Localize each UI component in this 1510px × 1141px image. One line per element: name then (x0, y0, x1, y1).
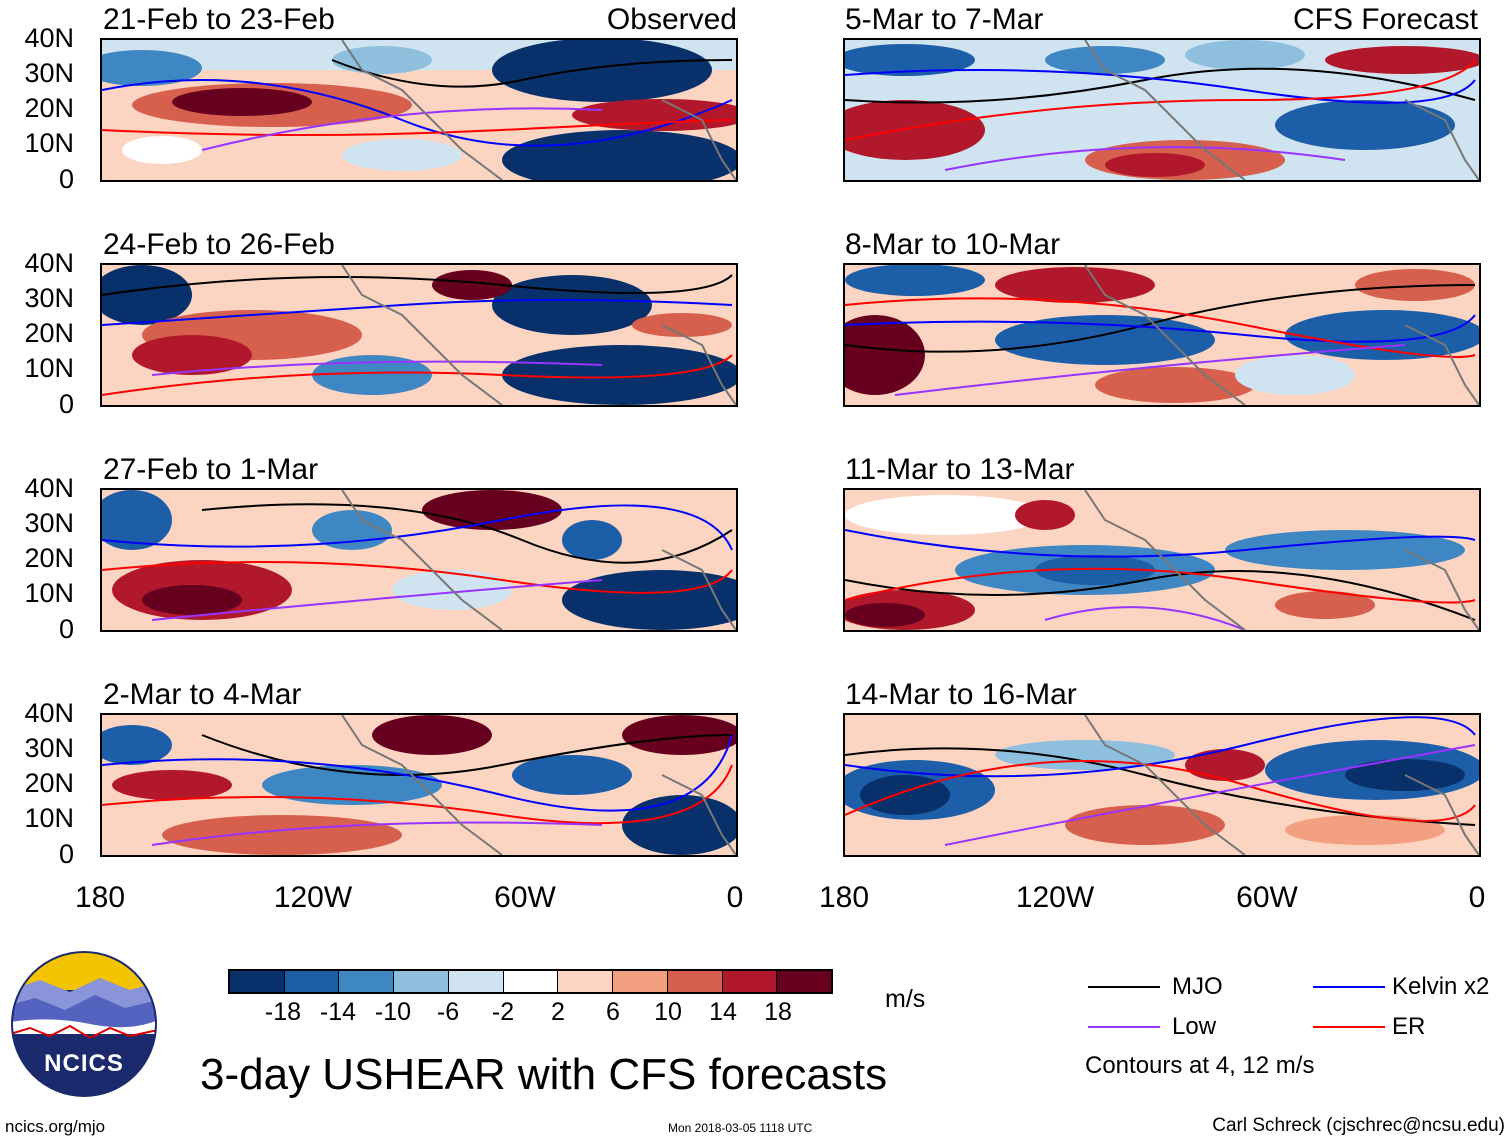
y-tick-label: 40N (24, 473, 74, 503)
shear-map (100, 38, 738, 182)
colorbar-swatch (394, 971, 449, 992)
legend-label: Low (1172, 1013, 1217, 1040)
footer-url: ncics.org/mjo (5, 1117, 106, 1136)
colorbar-swatch (777, 971, 832, 992)
panel-title: 24-Feb to 26-Feb (103, 228, 335, 261)
colorbar-tick: -18 (264, 998, 302, 1026)
y-tick-label: 30N (24, 733, 74, 763)
x-tick-label: 0 (726, 881, 744, 914)
colorbar-swatches (228, 969, 833, 994)
legend-swatch-low (1088, 1026, 1160, 1028)
colorbar-swatch (613, 971, 668, 992)
panel-title: 5-Mar to 7-Mar (845, 3, 1044, 36)
x-tick-label: 60W (494, 881, 556, 914)
y-tick-label: 20N (24, 543, 74, 573)
colorbar-tick: -10 (374, 998, 412, 1026)
colorbar-swatch (448, 971, 504, 992)
shear-map (100, 488, 738, 632)
legend-swatch-kelvin (1313, 986, 1385, 988)
main-title: 3-day USHEAR with CFS forecasts (200, 1050, 888, 1099)
panel-title: 8-Mar to 10-Mar (845, 228, 1061, 261)
shear-map (100, 713, 738, 857)
colorbar-tick: -6 (436, 998, 460, 1026)
ncics-logo: NCICS (10, 950, 158, 1098)
y-tick-label: 40N (24, 698, 74, 728)
panel-title: 27-Feb to 1-Mar (103, 453, 319, 486)
colorbar-swatch (284, 971, 340, 992)
y-tick-label: 10N (24, 128, 74, 158)
y-tick-label: 40N (24, 248, 74, 278)
footer-author: Carl Schreck (cjschrec@ncsu.edu) (1212, 1115, 1505, 1136)
y-tick-label: 20N (24, 318, 74, 348)
forecast-label: CFS Forecast (1292, 3, 1478, 36)
legend-label: Kelvin x2 (1392, 973, 1490, 1000)
colorbar-tick: 14 (709, 998, 737, 1026)
panel-title: 2-Mar to 4-Mar (103, 678, 302, 711)
contour-note: Contours at 4, 12 m/s (1085, 1052, 1315, 1079)
y-tick-label: 20N (24, 93, 74, 123)
shear-map (843, 38, 1481, 182)
shear-map (843, 713, 1481, 857)
panel-title: 11-Mar to 13-Mar (845, 453, 1075, 486)
colorbar-tick: -2 (491, 998, 515, 1026)
shear-map (843, 488, 1481, 632)
colorbar-tick: 18 (764, 998, 792, 1026)
colorbar-tick: 6 (606, 998, 620, 1026)
colorbar-tick: -14 (319, 998, 357, 1026)
legend-label: MJO (1172, 973, 1223, 1000)
y-tick-label: 0 (58, 614, 74, 644)
x-tick-label: 120W (1015, 881, 1095, 914)
y-tick-label: 20N (24, 768, 74, 798)
colorbar-swatch (503, 971, 559, 992)
logo-graphic (11, 951, 157, 1097)
colorbar-swatch (667, 971, 723, 992)
x-tick-label: 0 (1468, 881, 1486, 914)
x-tick-label: 120W (273, 881, 353, 914)
legend-swatch-mjo (1088, 986, 1160, 988)
observed-label: Observed (606, 3, 737, 36)
colorbar-swatch (230, 971, 285, 992)
colorbar-tick: 10 (654, 998, 682, 1026)
y-tick-label: 0 (58, 839, 74, 869)
colorbar-swatch (339, 971, 395, 992)
x-tick-label: 60W (1236, 881, 1298, 914)
y-tick-label: 10N (24, 578, 74, 608)
logo-text: NCICS (44, 1050, 124, 1077)
shear-map (843, 263, 1481, 407)
colorbar-swatch (558, 971, 614, 992)
y-tick-label: 40N (24, 23, 74, 53)
panel-title: 14-Mar to 16-Mar (845, 678, 1077, 711)
legend-label: ER (1392, 1013, 1426, 1040)
colorbar-units: m/s (885, 985, 926, 1013)
legend-swatch-er (1313, 1026, 1385, 1028)
y-tick-label: 0 (58, 164, 74, 194)
x-tick-label: 180 (818, 881, 870, 914)
y-tick-label: 0 (58, 389, 74, 419)
y-tick-label: 30N (24, 283, 74, 313)
colorbar-swatch (722, 971, 778, 992)
y-tick-label: 30N (24, 508, 74, 538)
x-tick-label: 180 (74, 881, 126, 914)
y-tick-label: 10N (24, 353, 74, 383)
y-tick-label: 30N (24, 58, 74, 88)
y-tick-label: 10N (24, 803, 74, 833)
colorbar-tick: 2 (551, 998, 565, 1026)
shear-map (100, 263, 738, 407)
footer-timestamp: Mon 2018-03-05 1118 UTC (668, 1121, 813, 1135)
panel-title: 21-Feb to 23-Feb (103, 3, 335, 36)
